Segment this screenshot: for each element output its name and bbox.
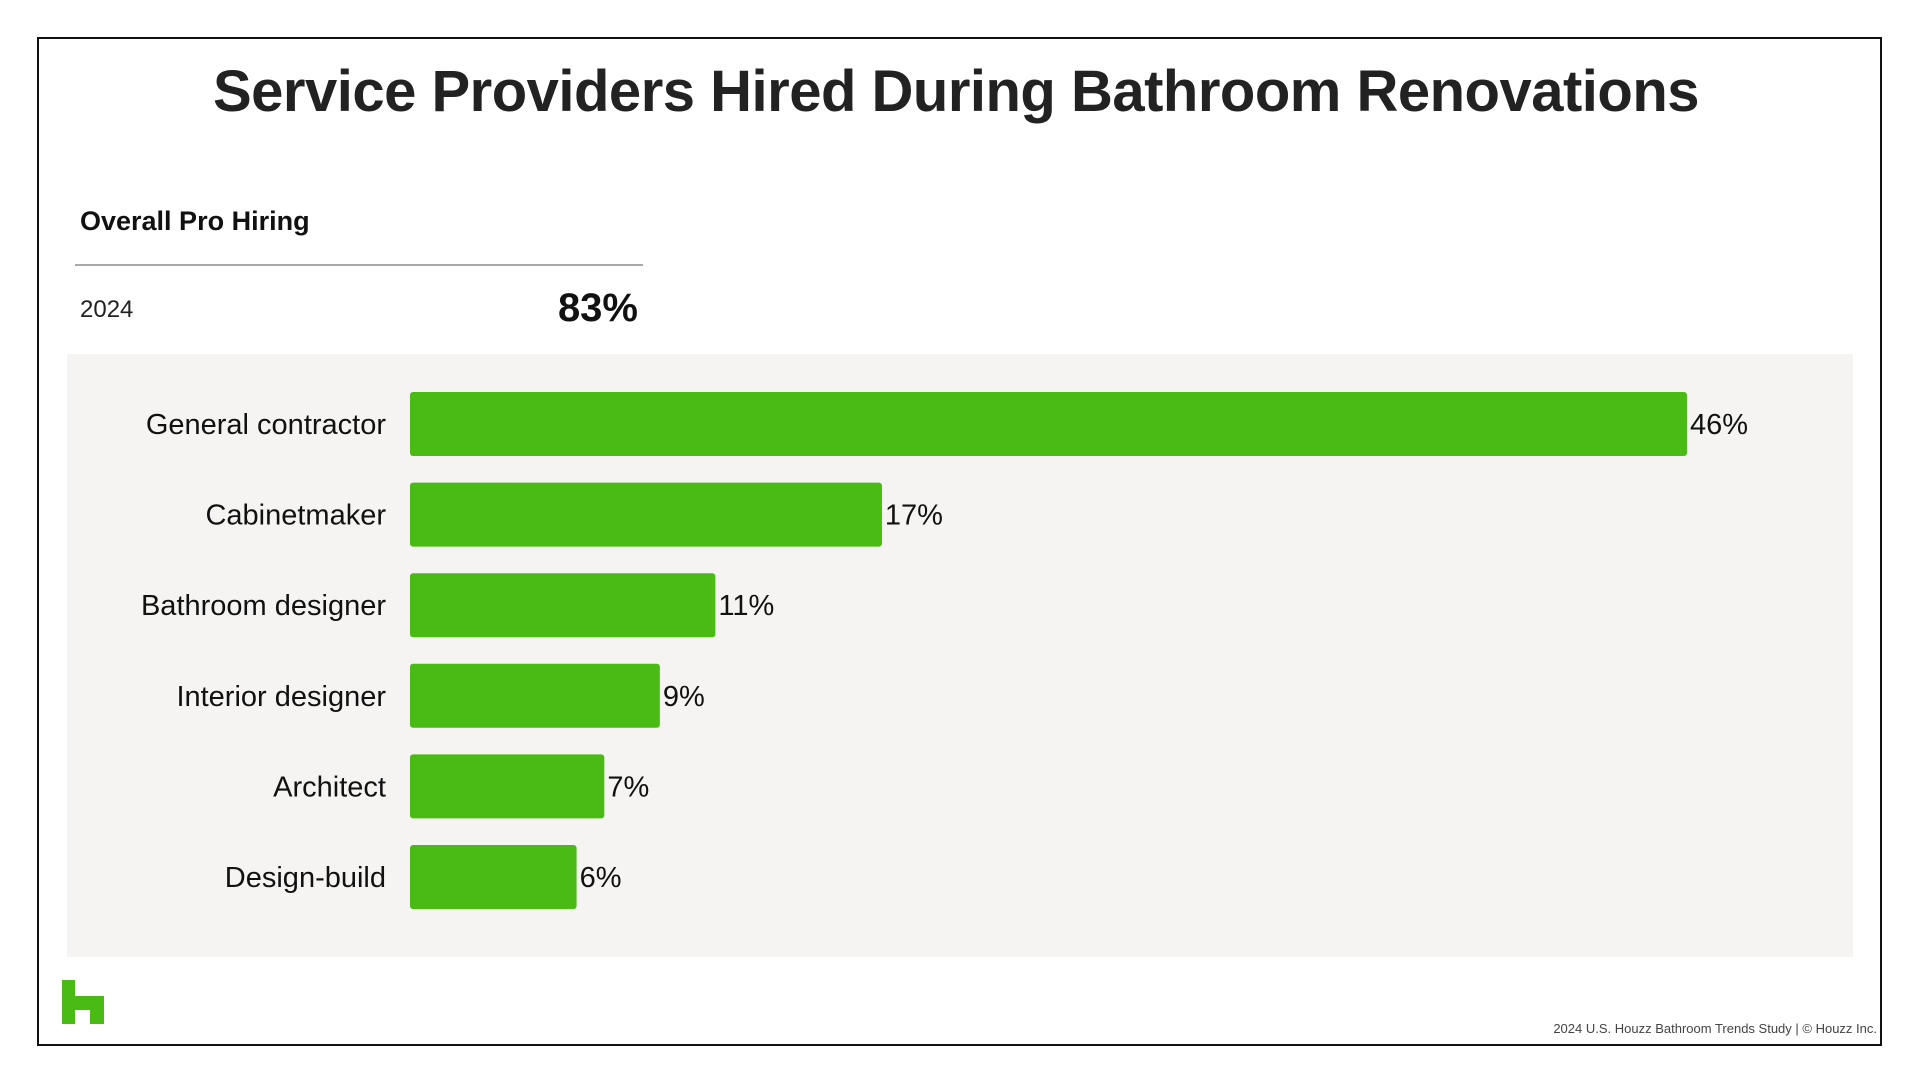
category-label: Design-build: [225, 862, 386, 894]
value-label: 9%: [663, 681, 705, 713]
category-label: Interior designer: [176, 681, 386, 713]
summary-divider: [75, 264, 643, 266]
value-label: 6%: [580, 862, 622, 894]
value-label: 46%: [1690, 409, 1748, 441]
bar: [410, 663, 660, 728]
category-label: Bathroom designer: [141, 590, 386, 622]
bar-chart: General contractor 46% Cabinetmaker 17% Bath…: [141, 392, 1748, 909]
bar: [410, 392, 1687, 456]
summary-year: 2024: [80, 296, 134, 323]
value-label: 7%: [607, 771, 649, 803]
category-label: Architect: [273, 771, 386, 803]
chart-panel: General contractor 46% Cabinetmaker 17% Bath…: [67, 354, 1853, 957]
page-title: Service Providers Hired During Bathroom …: [212, 59, 1700, 124]
houzz-logo-icon: [62, 980, 104, 1029]
summary-value: 83%: [557, 286, 638, 330]
value-label: 17%: [885, 500, 943, 532]
slide-frame: [37, 37, 1882, 1046]
category-label: Cabinetmaker: [205, 500, 386, 532]
bar: [410, 845, 577, 909]
bar: [410, 482, 882, 547]
bar: [410, 573, 716, 638]
bar: [410, 754, 605, 819]
summary-heading: Overall Pro Hiring: [80, 206, 310, 236]
footer-source: 2024 U.S. Houzz Bathroom Trends Study | …: [1553, 1021, 1877, 1036]
category-label: General contractor: [146, 409, 387, 441]
value-label: 11%: [718, 590, 774, 622]
